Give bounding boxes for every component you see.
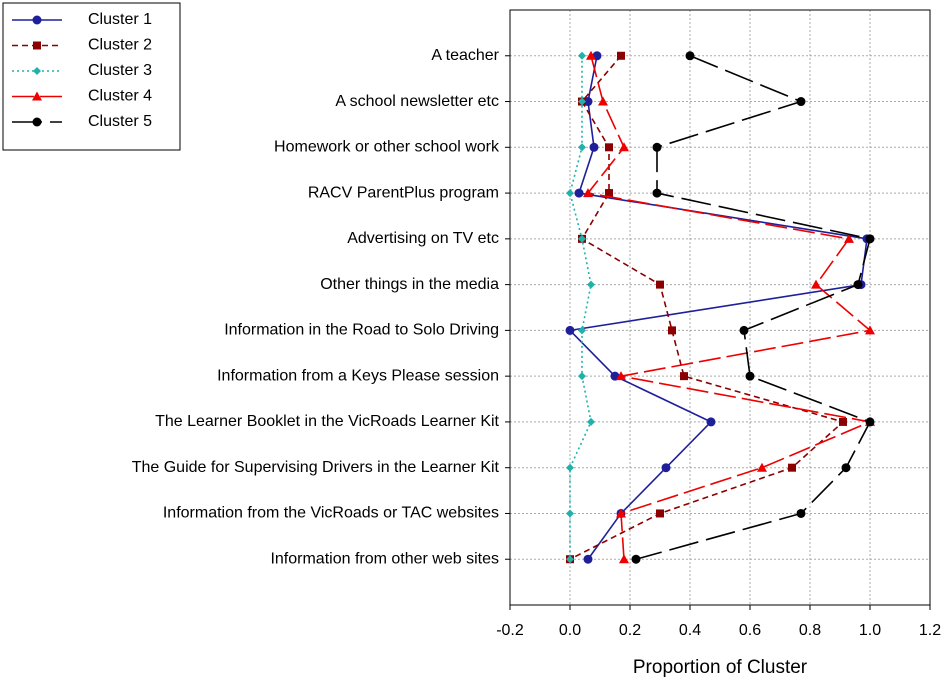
legend: Cluster 1 Cluster 2 Cluster 3 Cluster 4 Clus… [2,2,181,151]
marker [796,97,806,107]
legend-marker [33,41,41,50]
y-tick-label: Information from other web sites [270,550,499,567]
marker [617,51,625,60]
legend-box [2,2,181,151]
marker [616,508,626,518]
marker [757,462,767,472]
marker [565,325,575,335]
marker [652,142,662,152]
plot-frame [509,9,931,606]
marker [583,188,593,198]
legend-label: Cluster 3 [88,62,152,79]
marker [566,463,574,472]
marker [811,279,821,289]
legend-marker [33,67,41,75]
x-tick-label: 0.0 [559,622,581,639]
marker [656,280,664,289]
marker [586,50,596,60]
marker [619,142,629,152]
marker [578,97,586,106]
y-tick-label: The Guide for Supervising Drivers in the… [132,459,500,476]
marker [578,372,586,381]
legend-marker [32,15,42,25]
marker [788,463,796,472]
marker [739,325,749,335]
legend-label: Cluster 4 [88,88,152,105]
series-line [569,55,592,560]
marker [865,417,875,427]
legend-marker [32,91,42,101]
marker [661,463,671,473]
marker [668,326,676,335]
marker [685,51,695,61]
x-tick-label: 0.6 [739,622,761,639]
legend-label: Cluster 2 [88,37,152,54]
marker [839,417,847,426]
marker [605,189,613,198]
series-line [569,55,845,560]
marker [616,371,626,381]
marker [656,509,664,518]
y-tick-label: A teacher [431,47,499,64]
marker [619,554,629,564]
marker [574,188,584,198]
x-axis-label: Proportion of Cluster [633,657,808,678]
marker [706,417,716,427]
series-line [635,55,872,561]
y-tick-label: Other things in the media [320,276,499,293]
marker [605,143,613,152]
x-tick-label: 0.8 [799,622,821,639]
legend-label: Cluster 5 [88,113,152,130]
marker [587,417,595,426]
marker [652,188,662,198]
marker [631,554,641,564]
marker [796,508,806,518]
y-tick-label: A school newsletter etc [335,93,499,110]
x-tick-label: -0.2 [496,622,524,639]
series-line [586,55,873,560]
marker [589,142,599,152]
marker [853,280,863,290]
y-tick-label: The Learner Booklet in the VicRoads Lear… [155,413,499,430]
marker [598,96,608,106]
marker [865,234,875,244]
y-tick-label: Information in the Road to Solo Driving [224,322,499,339]
marker [566,555,574,564]
marker [578,326,586,335]
marker [566,509,574,518]
marker [587,280,595,289]
y-tick-label: RACV ParentPlus program [308,184,499,201]
x-tick-label: 0.2 [619,622,641,639]
y-tick-label: Information from a Keys Please session [217,367,499,384]
marker [566,189,574,198]
legend-marker [32,117,42,127]
y-tick-label: Homework or other school work [274,139,500,156]
marker [578,51,586,60]
marker [844,233,854,243]
y-tick-label: Advertising on TV etc [347,230,499,247]
x-tick-label: 1.2 [919,622,941,639]
marker [578,234,586,243]
y-tick-label: Information from the VicRoads or TAC web… [163,505,499,522]
marker [745,371,755,381]
series-line [568,55,868,560]
marker [578,143,586,152]
x-tick-label: 1.0 [859,622,881,639]
marker [865,325,875,335]
marker [583,554,593,564]
marker [841,463,851,473]
marker [680,372,688,381]
legend-label: Cluster 1 [88,11,152,28]
x-tick-label: 0.4 [679,622,701,639]
